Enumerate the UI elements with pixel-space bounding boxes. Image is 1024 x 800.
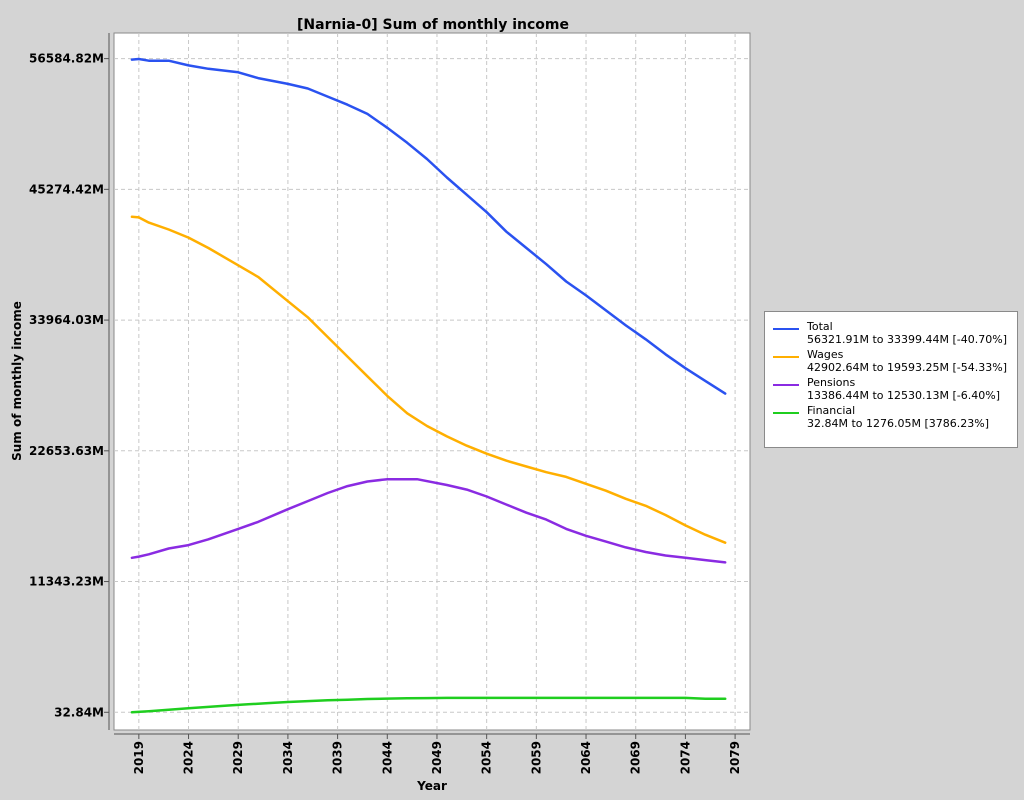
y-tick-label: 45274.42M [29,182,104,196]
legend-item-wages: Wages 42902.64M to 19593.25M [-54.33%] [773,348,1009,374]
x-tick-label: 2079 [728,741,742,774]
x-tick-label: 2059 [529,741,543,774]
legend: Total 56321.91M to 33399.44M [-40.70%] W… [764,311,1018,448]
legend-detail-wages: 42902.64M to 19593.25M [-54.33%] [807,361,1007,374]
y-tick-label: 56584.82M [29,52,104,66]
series-lines [130,57,727,714]
series-line-pensions [130,477,727,564]
legend-detail-pensions: 13386.44M to 12530.13M [-6.40%] [807,389,1000,402]
y-tick-label: 22653.63M [29,444,104,458]
y-ticks: 32.84M 11343.23M 22653.63M 33964.03M 45274.4… [29,52,109,719]
x-tick-label: 2044 [380,741,394,774]
legend-item-financial: Financial 32.84M to 1276.05M [3786.23%] [773,404,1009,430]
x-tick-label: 2034 [281,741,295,774]
legend-swatch-total [773,328,799,330]
legend-label-financial: Financial [807,404,856,417]
legend-detail-financial: 32.84M to 1276.05M [3786.23%] [807,417,990,430]
legend-swatch-pensions [773,384,799,386]
y-tick-label: 32.84M [54,705,104,719]
x-tick-label: 2049 [430,741,444,774]
x-ticks: 2019 2024 2029 2034 2039 2044 2049 2054 2059 2064… [132,734,742,774]
x-tick-label: 2024 [182,741,196,774]
x-tick-label: 2019 [132,741,146,774]
x-tick-label: 2064 [579,741,593,774]
series-line-wages [130,215,727,544]
x-axis-label: Year [416,779,447,793]
legend-swatch-financial [773,412,799,414]
legend-item-total: Total 56321.91M to 33399.44M [-40.70%] [773,320,1009,346]
y-tick-label: 33964.03M [29,313,104,327]
x-tick-label: 2039 [331,741,345,774]
chart-title: [Narnia-0] Sum of monthly income [297,17,569,33]
x-tick-label: 2054 [480,741,494,774]
legend-label-total: Total [807,320,833,333]
y-axis-label: Sum of monthly income [10,301,24,461]
x-tick-label: 2074 [678,741,692,774]
legend-label-pensions: Pensions [807,376,856,389]
legend-label-wages: Wages [807,348,844,361]
grid [114,33,750,730]
x-tick-label: 2069 [629,741,643,774]
plot-area [113,32,751,731]
legend-detail-total: 56321.91M to 33399.44M [-40.70%] [807,333,1007,346]
y-tick-label: 11343.23M [29,575,104,589]
series-line-total [130,57,727,395]
x-tick-label: 2029 [231,741,245,774]
legend-item-pensions: Pensions 13386.44M to 12530.13M [-6.40%] [773,376,1009,402]
legend-swatch-wages [773,356,799,358]
series-line-financial [130,696,727,714]
axes [108,33,750,735]
